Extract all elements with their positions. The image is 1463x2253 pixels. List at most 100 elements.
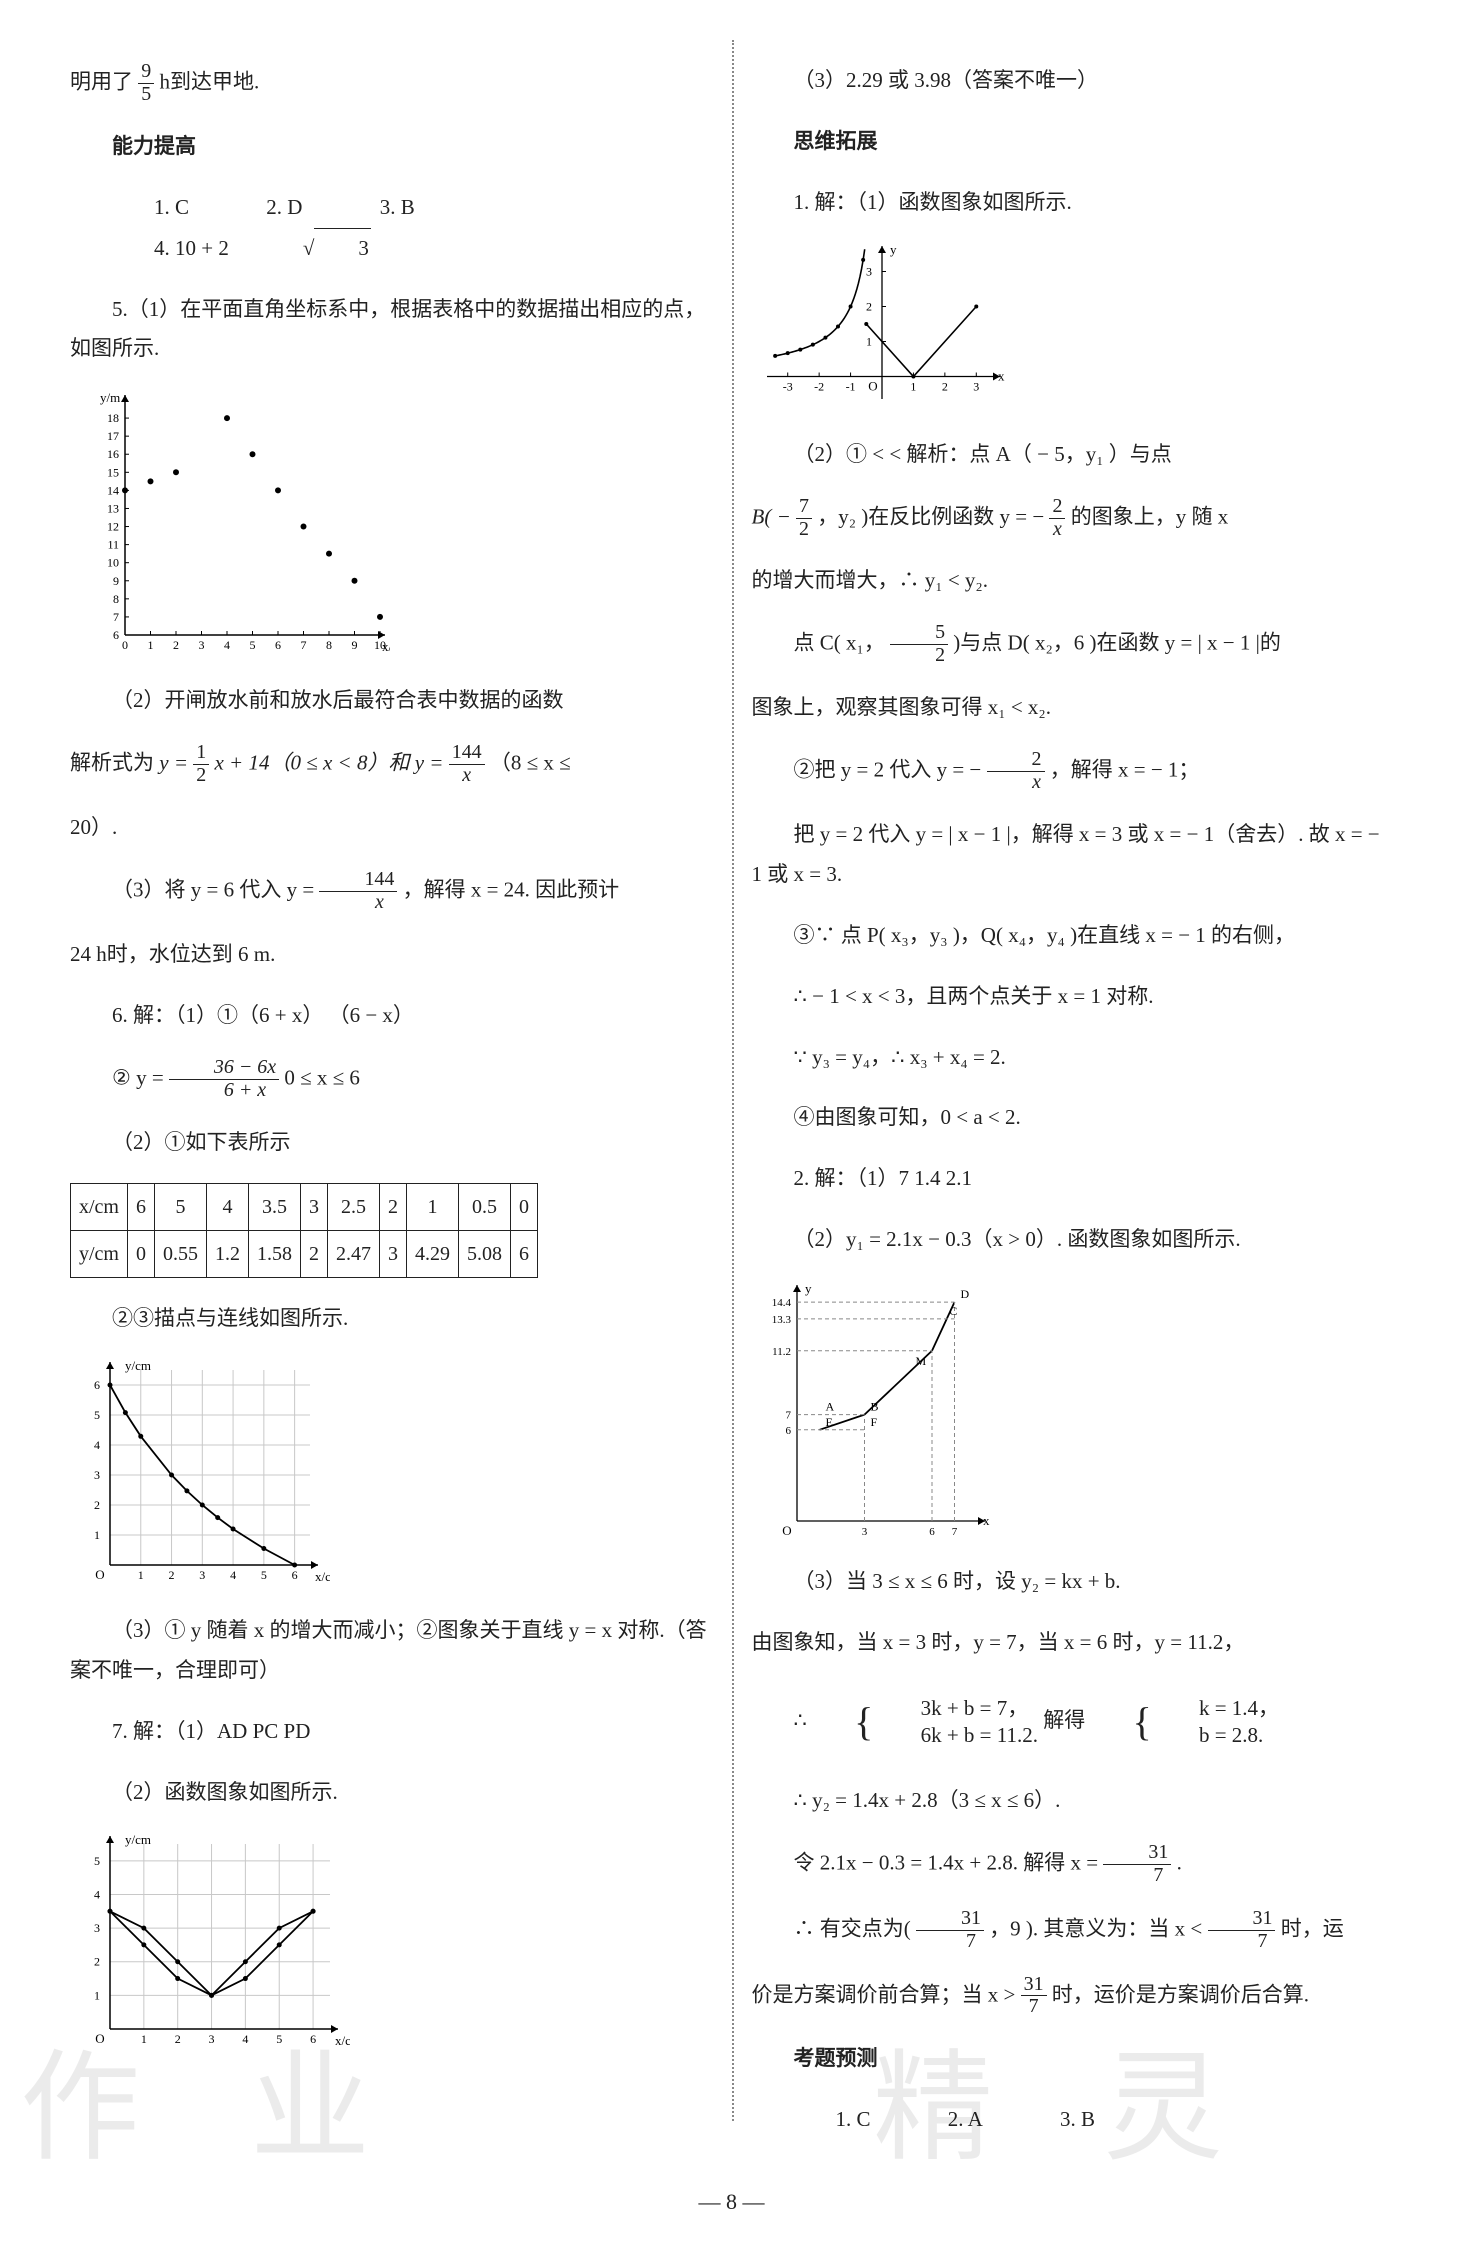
svg-text:7: 7 [301, 638, 307, 652]
s1: 1. 解：（1）函数图象如图所示. [752, 183, 1394, 223]
svg-text:6: 6 [929, 1526, 935, 1538]
p2-1: 2. 解：（1）7 1.4 2.1 [752, 1159, 1394, 1199]
svg-text:x/cm: x/cm [335, 2033, 350, 2048]
svg-text:1: 1 [94, 1528, 100, 1542]
svg-text:y/cm: y/cm [125, 1360, 151, 1373]
q5-3c: 24 h时，水位达到 6 m. [70, 935, 712, 975]
left-column: 明用了 95 h到达甲地. 能力提高 1. C 2. D 3. B 4. 10 … [50, 40, 732, 2161]
svg-text:7: 7 [951, 1526, 957, 1538]
svg-text:14: 14 [107, 484, 119, 498]
svg-text:0: 0 [122, 638, 128, 652]
p2-2: （2）y₁ = 2.1x − 0.3（x > 0）. 函数图象如图所示. [752, 1220, 1394, 1260]
svg-text:2: 2 [94, 1498, 100, 1512]
svg-text:2: 2 [94, 1955, 100, 1969]
svg-text:E: E [825, 1415, 832, 1429]
svg-text:D: D [960, 1287, 969, 1301]
svg-text:14.4: 14.4 [771, 1297, 791, 1309]
p2-3e: 令 2.1x − 0.3 = 1.4x + 2.8. 解得 x = 317 . [752, 1842, 1394, 1887]
svg-text:3: 3 [94, 1921, 100, 1935]
s2-2a: ②把 y = 2 代入 y = − 2x ，解得 x = − 1； [752, 749, 1394, 794]
svg-text:3: 3 [861, 1526, 867, 1538]
svg-text:5: 5 [94, 1408, 100, 1422]
curve1-chart: 123456123456Ox/cmy/cm [70, 1360, 712, 1590]
q7-2: （2）函数图象如图所示. [70, 1773, 712, 1813]
svg-text:8: 8 [326, 638, 332, 652]
q5-2end: 20）. [70, 808, 712, 848]
svg-text:4: 4 [242, 2032, 248, 2046]
q5-1: 5.（1）在平面直角坐标系中，根据表格中的数据描出相应的点，如图所示. [70, 290, 712, 370]
svg-text:3: 3 [866, 264, 872, 278]
svg-text:11: 11 [107, 538, 119, 552]
s2-2c: 把 y = 2 代入 y = | x − 1 |，解得 x = 3 或 x = … [752, 815, 1394, 895]
svg-text:1: 1 [866, 334, 872, 348]
s2-3c: ∵ y₃ = y₄，∴ x₃ + x₄ = 2. [752, 1038, 1394, 1078]
ans: 2. A [906, 2100, 983, 2140]
svg-text:x: x [998, 368, 1005, 383]
svg-text:y/cm: y/cm [125, 1834, 151, 1847]
svg-text:9: 9 [113, 574, 119, 588]
svg-text:6: 6 [275, 638, 281, 652]
s2-c: 的增大而增大，∴ y₁ < y₂. [752, 561, 1394, 601]
svg-text:x: x [983, 1513, 990, 1528]
svg-text:1: 1 [94, 1988, 100, 2002]
ans4: 4. 10 + 23 [70, 228, 431, 269]
svg-text:y: y [890, 244, 897, 257]
section-predict: 考题预测 [752, 2039, 1394, 2079]
p2-3g: 价是方案调价前合算；当 x > 317 时，运价是方案调价后合算. [752, 1974, 1394, 2019]
svg-text:O: O [95, 2031, 104, 2046]
graph2-chart: 3676711.213.314.4OABEFMCDxy [752, 1281, 1394, 1541]
svg-text:O: O [95, 1567, 104, 1582]
s2-b: B( − 72 ，y₂ )在反比例函数 y = − 2x 的图象上，y 随 x [752, 496, 1394, 541]
frac-9-5: 95 [138, 61, 154, 106]
p2-3d: ∴ y₂ = 1.4x + 2.8（3 ≤ x ≤ 6）. [752, 1781, 1394, 1821]
svg-text:4: 4 [94, 1887, 100, 1901]
s2-3b: ∴ − 1 < x < 3，且两个点关于 x = 1 对称. [752, 977, 1394, 1017]
svg-text:2: 2 [866, 299, 872, 313]
svg-text:x/h: x/h [382, 639, 390, 654]
svg-text:9: 9 [352, 638, 358, 652]
svg-text:6: 6 [292, 1568, 298, 1582]
q6-23: ②③描点与连线如图所示. [70, 1299, 712, 1339]
svg-text:-2: -2 [814, 379, 824, 393]
svg-text:1: 1 [138, 1568, 144, 1582]
svg-text:2: 2 [175, 2032, 181, 2046]
q6-2-1: （2）①如下表所示 [70, 1123, 712, 1163]
svg-text:3: 3 [199, 638, 205, 652]
svg-text:13: 13 [107, 502, 119, 516]
ans: 1. C [794, 2100, 871, 2140]
svg-text:3: 3 [209, 2032, 215, 2046]
svg-text:1: 1 [910, 379, 916, 393]
xy-table: x/cm6543.532.5210.50 y/cm00.551.21.5822.… [70, 1183, 538, 1278]
txt: h到达甲地. [159, 69, 259, 93]
svg-text:M: M [915, 1354, 926, 1368]
svg-text:12: 12 [107, 520, 119, 534]
p2-3b: 由图象知，当 x = 3 时，y = 7，当 x = 6 时，y = 11.2， [752, 1623, 1394, 1663]
svg-text:18: 18 [107, 411, 119, 425]
s2-3a: ③∵ 点 P( x₃，y₃ )，Q( x₄，y₄ )在直线 x = − 1 的右… [752, 916, 1394, 956]
svg-text:10: 10 [107, 556, 119, 570]
section-think: 思维拓展 [752, 122, 1394, 162]
p2-3a: （3）当 3 ≤ x ≤ 6 时，设 y₂ = kx + b. [752, 1562, 1394, 1602]
svg-text:6: 6 [94, 1378, 100, 1392]
svg-text:C: C [949, 1304, 957, 1318]
svg-text:6: 6 [310, 2032, 316, 2046]
svg-text:2: 2 [173, 638, 179, 652]
svg-text:O: O [782, 1523, 791, 1538]
ans: 3. B [1018, 2100, 1095, 2140]
svg-text:x/cm: x/cm [315, 1569, 330, 1584]
q5-2b: 解析式为 y = 12 x + 14（0 ≤ x < 8）和 y = 144x … [70, 742, 712, 787]
svg-text:2: 2 [941, 379, 947, 393]
txt: 明用了 [70, 69, 133, 93]
q6-3: （3）① y 随着 x 的增大而减小；②图象关于直线 y = x 对称.（答案不… [70, 1611, 712, 1691]
svg-text:-1: -1 [845, 379, 855, 393]
svg-text:4: 4 [230, 1568, 236, 1582]
mc-answers-1: 1. C 2. D 3. B 4. 10 + 23 [70, 188, 712, 269]
svg-text:1: 1 [141, 2032, 147, 2046]
svg-text:F: F [870, 1415, 877, 1429]
svg-text:1: 1 [148, 638, 154, 652]
svg-text:A: A [825, 1400, 834, 1414]
q7-1: 7. 解：（1）AD PC PD [70, 1712, 712, 1752]
page-columns: 明用了 95 h到达甲地. 能力提高 1. C 2. D 3. B 4. 10 … [50, 40, 1413, 2161]
svg-text:2: 2 [169, 1568, 175, 1582]
ans: 1. C [112, 188, 189, 228]
